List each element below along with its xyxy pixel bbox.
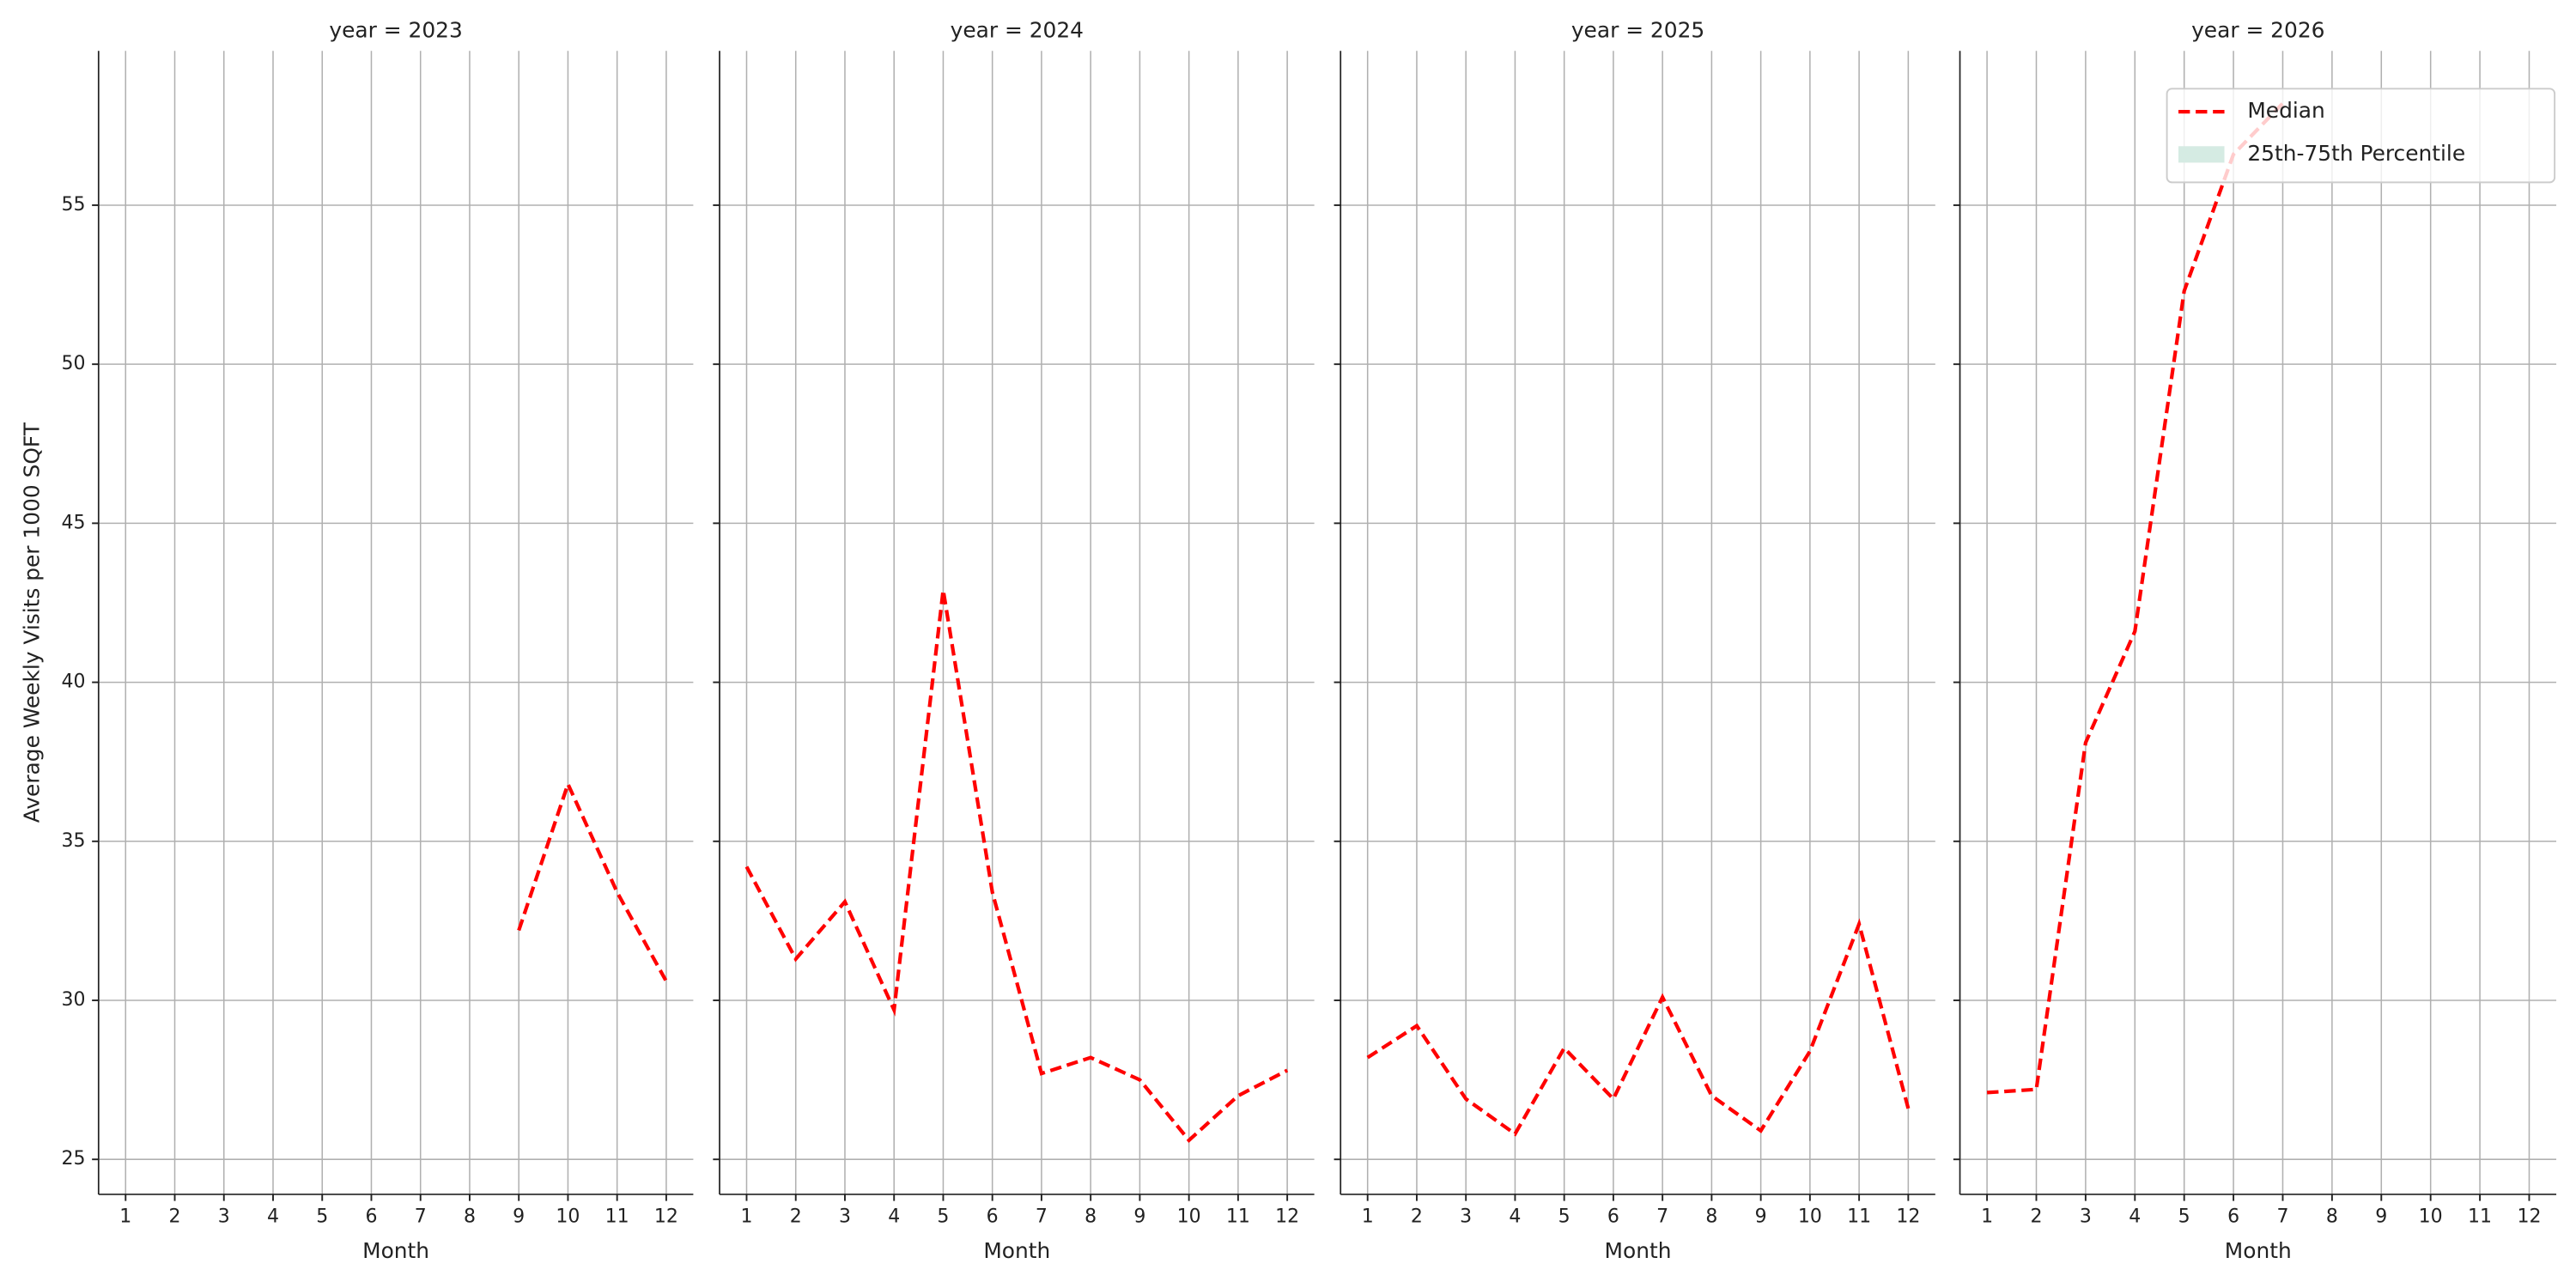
x-tick-label: 11	[1847, 1206, 1871, 1228]
x-tick-label: 11	[1226, 1206, 1250, 1228]
legend-label: 25th-75th Percentile	[2247, 141, 2465, 166]
x-tick-label: 10	[2419, 1206, 2443, 1228]
y-axis-label: Average Weekly Visits per 1000 SQFT	[19, 422, 44, 823]
x-tick-label: 8	[1084, 1206, 1097, 1228]
x-tick-label: 9	[1133, 1206, 1145, 1228]
y-tick-label: 35	[61, 830, 85, 852]
x-axis-label: Month	[983, 1238, 1050, 1263]
x-tick-label: 1	[119, 1206, 131, 1228]
y-tick-label: 25	[61, 1148, 85, 1170]
panel-title: year = 2023	[329, 17, 462, 42]
panel-title: year = 2025	[1571, 17, 1704, 42]
x-tick-label: 10	[1177, 1206, 1201, 1228]
x-tick-label: 2	[169, 1206, 181, 1228]
x-tick-label: 6	[1607, 1206, 1619, 1228]
x-tick-label: 7	[2276, 1206, 2288, 1228]
x-tick-label: 1	[740, 1206, 752, 1228]
x-tick-label: 10	[556, 1206, 580, 1228]
x-tick-label: 8	[1705, 1206, 1717, 1228]
x-tick-label: 3	[218, 1206, 230, 1228]
x-tick-label: 4	[888, 1206, 900, 1228]
y-tick-label: 30	[61, 989, 85, 1011]
x-tick-label: 10	[1798, 1206, 1822, 1228]
x-tick-label: 6	[987, 1206, 999, 1228]
legend-label: Median	[2247, 98, 2324, 123]
x-tick-label: 8	[2326, 1206, 2338, 1228]
x-tick-label: 12	[1896, 1206, 1920, 1228]
legend-swatch	[2178, 146, 2225, 163]
legend-box	[2166, 88, 2556, 184]
x-tick-label: 9	[513, 1206, 525, 1228]
x-tick-label: 6	[2227, 1206, 2239, 1228]
x-tick-label: 3	[2080, 1206, 2092, 1228]
x-tick-label: 5	[1558, 1206, 1571, 1228]
x-tick-label: 1	[1362, 1206, 1374, 1228]
x-tick-label: 1	[1981, 1206, 1993, 1228]
x-tick-label: 4	[267, 1206, 279, 1228]
y-tick-label: 40	[61, 671, 85, 693]
x-tick-label: 2	[1411, 1206, 1423, 1228]
x-axis-label: Month	[1605, 1238, 1672, 1263]
x-tick-label: 3	[1460, 1206, 1472, 1228]
x-tick-label: 11	[2468, 1206, 2492, 1228]
x-tick-label: 12	[654, 1206, 678, 1228]
x-tick-label: 12	[2517, 1206, 2541, 1228]
x-axis-label: Month	[2225, 1238, 2292, 1263]
median-line	[1366, 918, 1911, 1137]
x-tick-label: 5	[2178, 1206, 2190, 1228]
x-tick-label: 9	[2375, 1206, 2387, 1228]
x-tick-label: 9	[1755, 1206, 1767, 1228]
x-tick-label: 2	[2030, 1206, 2042, 1228]
x-tick-label: 6	[365, 1206, 377, 1228]
x-tick-label: 11	[605, 1206, 629, 1228]
y-tick-label: 55	[61, 194, 85, 216]
median-line	[517, 779, 668, 982]
x-tick-label: 5	[316, 1206, 328, 1228]
panel-title: year = 2026	[2191, 17, 2324, 42]
x-tick-label: 4	[1509, 1206, 1521, 1228]
x-tick-label: 7	[1036, 1206, 1048, 1228]
x-tick-label: 8	[464, 1206, 476, 1228]
x-tick-label: 7	[415, 1206, 427, 1228]
x-tick-label: 12	[1275, 1206, 1299, 1228]
y-tick-label: 45	[61, 512, 85, 533]
x-tick-label: 3	[839, 1206, 851, 1228]
x-axis-label: Month	[362, 1238, 429, 1263]
x-tick-label: 2	[790, 1206, 802, 1228]
panel-title: year = 2024	[951, 17, 1084, 42]
x-tick-label: 5	[937, 1206, 949, 1228]
y-tick-label: 50	[61, 353, 85, 374]
median-line	[744, 589, 1289, 1144]
x-tick-label: 7	[1656, 1206, 1668, 1228]
x-tick-label: 4	[2129, 1206, 2141, 1228]
